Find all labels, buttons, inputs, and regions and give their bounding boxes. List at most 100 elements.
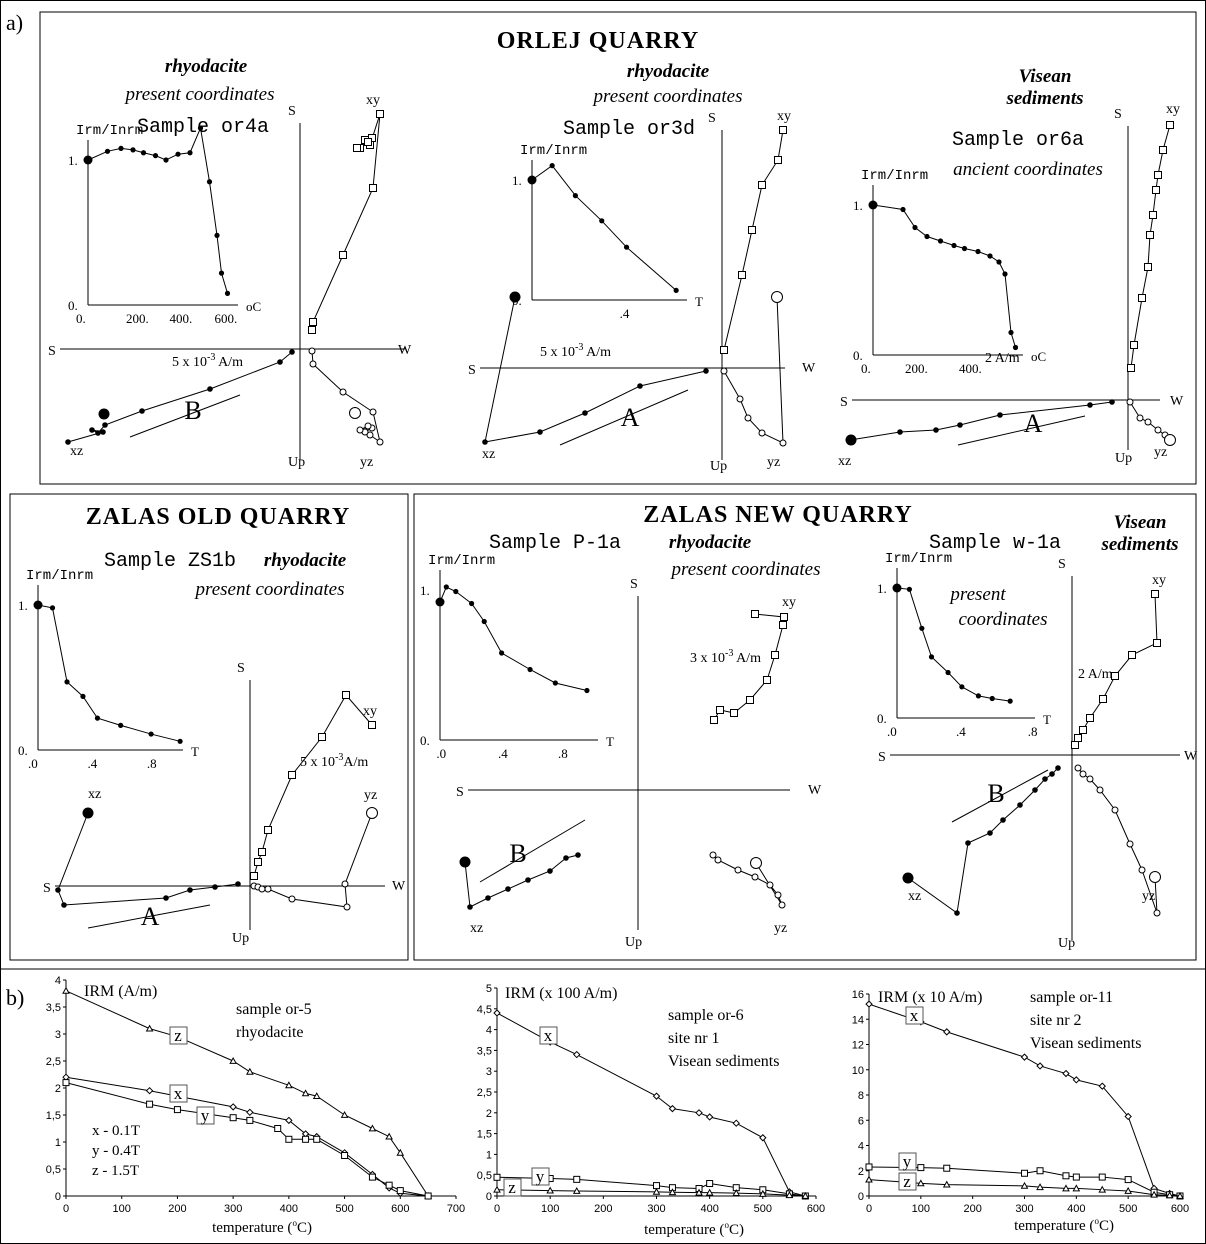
yz-point	[369, 408, 377, 416]
xy-point	[309, 318, 317, 326]
inset-curve-point	[673, 287, 679, 293]
series-point-z	[705, 1188, 714, 1196]
xy-point	[264, 826, 272, 834]
inset-xtick: .4	[620, 306, 630, 321]
x-tick-label: 500	[335, 1203, 353, 1215]
inset-curve-point	[163, 157, 169, 163]
xy-point	[771, 651, 779, 659]
series-label-y: y	[536, 1167, 545, 1186]
series-point-z	[652, 1187, 661, 1195]
xy-label: xy	[777, 109, 791, 124]
y-axis-label: IRM (x 10 A/m)	[878, 989, 982, 1006]
series-point-z	[301, 1089, 310, 1097]
xz-point	[187, 887, 193, 893]
y-tick-label: 4	[55, 975, 61, 987]
series-point-z	[1150, 1190, 1158, 1198]
yz-point	[264, 885, 272, 893]
xy-point	[339, 251, 347, 259]
yz-point	[1079, 770, 1087, 778]
series-point-z	[62, 986, 70, 994]
yz-point	[343, 903, 351, 911]
series-point-y	[1036, 1167, 1044, 1175]
yz-start-point	[771, 291, 783, 303]
axis-label-s: S	[43, 881, 51, 896]
xy-point	[1127, 364, 1135, 372]
inset-xunit: T	[695, 294, 703, 309]
inset-xunit: T	[1043, 712, 1051, 727]
series-point-y	[573, 1175, 581, 1183]
series-point-z	[695, 1188, 703, 1196]
series-line-z	[496, 1189, 806, 1197]
axis-label-s-north: S	[288, 104, 296, 119]
yz-label: yz	[364, 788, 377, 803]
inset-xtick: 600.	[215, 311, 238, 326]
series-point-x	[1124, 1112, 1132, 1121]
series-point-z	[1036, 1183, 1044, 1191]
series-point-y	[341, 1152, 349, 1159]
xy-point	[318, 733, 326, 741]
inset-curve-point	[80, 693, 86, 699]
xy-point	[779, 621, 787, 629]
axis-label-s-north: S	[708, 111, 716, 126]
scale-exponent: -3	[335, 752, 343, 763]
series-label-box-y	[898, 1152, 917, 1171]
yz-point	[744, 414, 752, 422]
component-direction-line	[559, 389, 689, 446]
inset-xtick: .4	[956, 724, 966, 739]
xy-point	[751, 610, 759, 618]
inset-curve-point	[924, 233, 930, 240]
y-tick-label: 3	[486, 1066, 492, 1078]
xy-point	[1079, 726, 1087, 734]
series-point-x	[145, 1086, 154, 1095]
sample-name: Sample or6a	[952, 129, 1084, 152]
series-point-z	[145, 1024, 154, 1032]
series-point-z	[668, 1188, 677, 1196]
series-point-x	[1020, 1053, 1029, 1061]
inset-xtick: .0	[28, 756, 38, 771]
x-tick-label: 100	[113, 1203, 131, 1215]
inset-curve-point	[197, 125, 204, 131]
inset-ylabel: Irm/Inrm	[76, 123, 143, 139]
series-point-z	[1062, 1184, 1070, 1192]
inset-xtick: 200.	[905, 361, 928, 376]
field-legend-note: x - 0.1T	[92, 1123, 140, 1139]
inset-xunit: oC	[246, 299, 261, 314]
inset-xtick: .8	[1028, 724, 1038, 739]
sample-annotation: sample or-11	[1030, 989, 1113, 1006]
inset-curve-point	[912, 224, 918, 231]
series-point-z	[385, 1132, 393, 1140]
xz-point	[235, 881, 241, 887]
scale-unit: A/m	[215, 355, 243, 370]
yz-label: yz	[774, 921, 787, 936]
rock-type: rhyodacite	[627, 61, 710, 82]
inset-curve-point	[177, 738, 183, 744]
xz-label: xz	[908, 889, 921, 904]
coordinate-system: present coordinates	[670, 559, 821, 580]
inset-curve-point	[64, 679, 70, 685]
yz-point	[758, 429, 766, 437]
yz-point	[1144, 418, 1152, 426]
inset-curve-line	[872, 204, 1016, 348]
y-tick-label: 2	[486, 1108, 492, 1120]
series-point-y	[1021, 1169, 1028, 1177]
yz-point	[1154, 426, 1162, 434]
x-tick-label: 500	[1119, 1203, 1137, 1215]
series-point-z	[1072, 1184, 1081, 1192]
inset-curve-line	[439, 586, 588, 691]
xy-label: xy	[782, 595, 796, 610]
component-direction-line	[129, 394, 241, 438]
series-point-z	[1176, 1191, 1184, 1199]
y-tick-label: 2	[858, 1166, 864, 1178]
component-direction-line	[479, 819, 586, 883]
xz-point	[163, 895, 169, 901]
scale-bar-label: 5 x 10-3A/m	[300, 752, 368, 770]
yz-point	[1138, 866, 1146, 874]
xy-projection-line	[723, 129, 784, 351]
inset-xtick: .0	[887, 724, 897, 739]
xy-point	[254, 858, 262, 866]
series-label-x: x	[174, 1084, 183, 1103]
xz-point	[1000, 817, 1006, 823]
